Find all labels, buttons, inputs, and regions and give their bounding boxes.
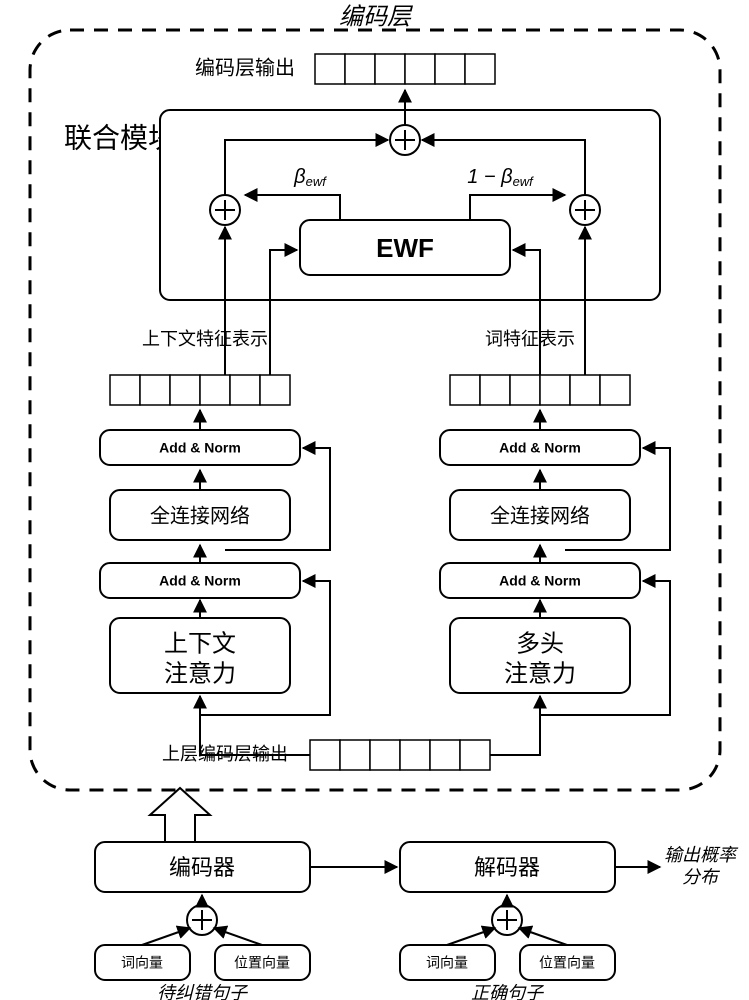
ewf-label: EWF (376, 233, 434, 263)
dec-posvec-label: 位置向量 (539, 955, 595, 971)
encoder-label: 编码器 (169, 855, 235, 880)
hollow-arrow (150, 788, 210, 842)
tgt-sentence-label: 正确句子 (471, 983, 545, 1000)
right-ffn-label: 全连接网络 (490, 504, 590, 527)
left-attn-l2: 注意力 (164, 660, 236, 687)
left-addnorm1-label: Add & Norm (159, 440, 241, 456)
enc-posvec-label: 位置向量 (234, 955, 290, 971)
right-attn-l1: 多头 (516, 630, 564, 657)
left-addnorm2-label: Add & Norm (159, 573, 241, 589)
decoder-label: 解码器 (474, 855, 540, 880)
title-encoder-layer: 编码层 (339, 3, 414, 30)
dec-wordvec-label: 词向量 (426, 955, 468, 971)
right-addnorm2-label: Add & Norm (499, 573, 581, 589)
left-attn-l1: 上下文 (164, 630, 236, 657)
enc-wordvec-label: 词向量 (121, 955, 163, 971)
right-feature-bar (450, 375, 630, 405)
out-prob-l1: 输出概率 (664, 845, 739, 865)
left-ffn-label: 全连接网络 (150, 504, 250, 527)
prev-output-label: 上层编码层输出 (162, 744, 288, 764)
right-addnorm1-label: Add & Norm (499, 440, 581, 456)
encoder-output-label: 编码层输出 (195, 56, 295, 79)
left-feature-bar (110, 375, 290, 405)
encoder-output-bar (315, 54, 495, 84)
context-feature-label: 上下文特征表示 (142, 329, 268, 349)
word-feature-label: 词特征表示 (485, 329, 575, 349)
right-attn-l2: 注意力 (504, 660, 576, 687)
out-prob-l2: 分布 (682, 867, 721, 887)
prev-output-bar (310, 740, 490, 770)
src-sentence-label: 待纠错句子 (157, 983, 249, 1000)
architecture-diagram: 编码层 联合模块 编码层输出 EWF βewf 1 − βewf (0, 0, 749, 1000)
